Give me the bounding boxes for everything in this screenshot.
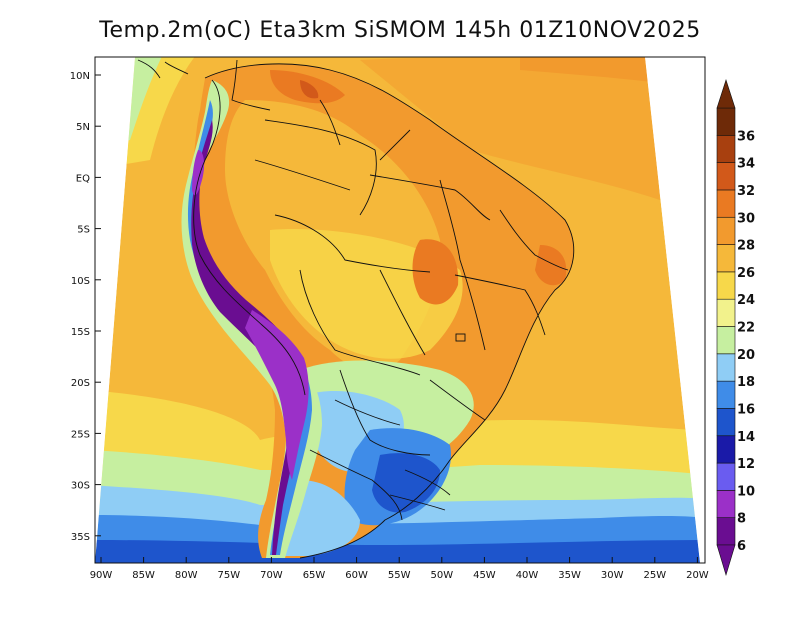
colorbar-swatch [716,162,736,191]
colorbar-swatch [716,216,736,245]
colorbar-label: 6 [737,539,746,554]
colorbar-swatch [716,244,736,273]
colorbar-label: 22 [737,321,755,336]
lat-tick-label: 35S [71,532,90,543]
lon-tick-label: 45W [473,570,496,581]
colorbar-label: 12 [737,457,755,472]
colorbar-swatch [716,490,736,518]
lat-tick-label: EQ [76,173,90,184]
lon-tick-label: 80W [175,570,198,581]
colorbar-swatch [716,517,736,546]
lon-tick-label: 20W [686,570,709,581]
lon-tick-label: 90W [90,570,113,581]
colorbar-swatch [716,380,736,409]
colorbar-swatch [716,408,736,437]
colorbar-label: 10 [737,484,755,499]
colorbar-label: 34 [737,157,755,172]
colorbar-swatch [716,271,736,300]
colorbar-label: 18 [737,375,755,390]
colorbar-label: 26 [737,266,755,281]
colorbar-swatch [716,107,736,136]
lon-tick-label: 65W [303,570,326,581]
lon-tick-label: 55W [388,570,411,581]
colorbar-swatch [716,353,736,382]
lon-tick-label: 60W [345,570,368,581]
lon-tick-label: 85W [132,570,155,581]
colorbar-label: 20 [737,348,755,363]
colorbar-label: 8 [737,512,746,527]
lat-tick-label: 10N [70,71,90,82]
lat-tick-label: 15S [71,327,90,338]
map-title: Temp.2m(oC) Eta3km SiSMOM 145h 01Z10NOV2… [99,18,701,43]
colorbar-label: 28 [737,239,755,254]
lat-tick-label: 25S [71,429,90,440]
colorbar-label: 16 [737,402,755,417]
colorbar-swatch [716,326,736,355]
lat-tick-label: 5S [77,225,90,236]
lon-tick-label: 50W [430,570,453,581]
map-frame [94,56,706,564]
lon-tick-label: 75W [217,570,240,581]
lon-tick-label: 25W [643,570,666,581]
lon-tick-label: 30W [601,570,624,581]
colorbar: 6 8 10 12 14 16 18 20 22 24 26 28 30 32 34 36 [716,79,755,577]
lat-tick-label: 20S [71,378,90,389]
temperature-field [95,57,700,563]
colorbar-swatch [716,189,736,218]
colorbar-swatch [716,462,736,491]
lon-tick-label: 35W [558,570,581,581]
colorbar-swatch [716,135,736,163]
colorbar-label: 30 [737,211,755,226]
lon-tick-label: 70W [260,570,283,581]
latitude-axis: 10N 5N EQ 5S 10S 15S 20S 25S 30S 35S [70,71,101,543]
colorbar-label: 14 [737,430,755,445]
colorbar-swatch [716,298,736,327]
lon-tick-label: 40W [516,570,539,581]
colorbar-label: 32 [737,184,755,199]
colorbar-max-arrow [716,79,736,109]
colorbar-swatch [716,435,736,464]
colorbar-min-arrow [716,544,736,577]
colorbar-label: 24 [737,293,755,308]
colorbar-label: 36 [737,129,755,144]
lat-tick-label: 10S [71,276,90,287]
lat-tick-label: 30S [71,481,90,492]
longitude-axis: 90W 85W 80W 75W 70W 65W 60W 55W 50W 45W 40W 35W 30W 2… [90,557,709,581]
country-borders [193,59,575,559]
lat-tick-label: 5N [76,122,90,133]
